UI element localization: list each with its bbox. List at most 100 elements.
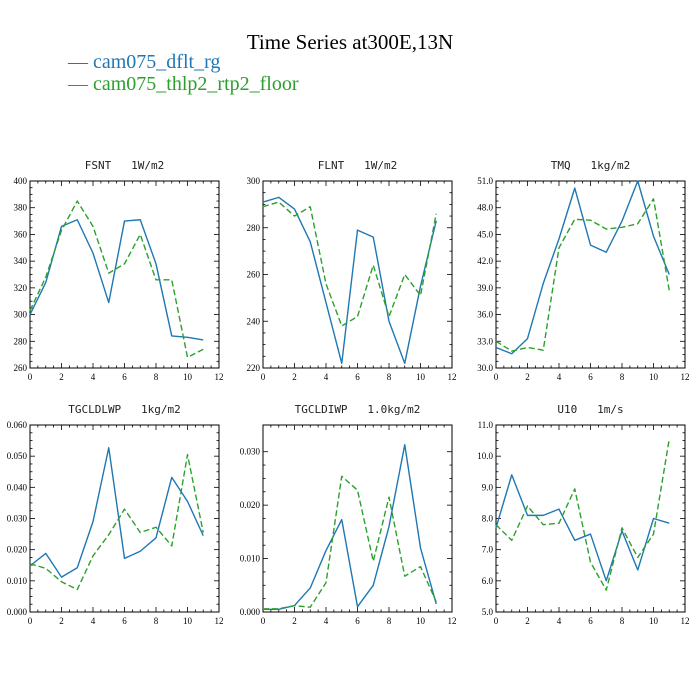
chart-panel-3: TGCLDLWP 1kg/m2 0 2 4 6 8 10 12 0.000 0.010 0.020 0… [7, 403, 224, 626]
chart-panel-2: TMQ 1kg/m2 0 2 4 6 8 10 12 30.0 33.0 36.0 39.0 42.0 4… [477, 159, 689, 382]
series-line-1 [495, 198, 670, 352]
x-tick-label: 6 [355, 372, 360, 382]
y-tick-label: 360 [14, 229, 28, 239]
x-tick-label: 12 [448, 372, 457, 382]
x-tick-label: 2 [59, 372, 64, 382]
y-tick-label: 400 [14, 176, 28, 186]
series-line-0 [263, 444, 437, 611]
series-line-0 [29, 219, 204, 341]
y-tick-label: 48.0 [477, 203, 493, 213]
plot-frame [495, 180, 686, 369]
y-tick-label: 300 [14, 310, 28, 320]
x-tick-label: 6 [355, 616, 360, 626]
y-tick-label: 0.020 [7, 545, 28, 555]
x-tick-label: 8 [154, 372, 159, 382]
chart-panel-0: FSNT 1W/m2 0 2 4 6 8 10 12 260 280 300 320 340 360 380… [14, 159, 224, 382]
x-tick-label: 4 [557, 616, 562, 626]
x-tick-label: 10 [649, 616, 659, 626]
y-tick-label: 0.000 [7, 607, 28, 617]
panel-title: FSNT 1W/m2 [85, 159, 164, 172]
y-tick-label: 280 [14, 336, 28, 346]
panel-title: TMQ 1kg/m2 [551, 159, 630, 172]
y-tick-label: 260 [14, 363, 28, 373]
y-tick-label: 300 [247, 176, 261, 186]
x-tick-label: 2 [292, 616, 297, 626]
y-tick-label: 0.020 [240, 500, 261, 510]
series-line-1 [495, 438, 670, 591]
x-tick-label: 4 [91, 616, 96, 626]
x-tick-label: 10 [416, 372, 426, 382]
plot-frame [262, 424, 453, 613]
x-tick-label: 2 [59, 616, 64, 626]
x-tick-label: 4 [324, 372, 329, 382]
x-tick-label: 12 [681, 372, 690, 382]
y-tick-label: 240 [247, 316, 261, 326]
x-tick-label: 6 [588, 372, 593, 382]
y-tick-label: 11.0 [478, 420, 494, 430]
x-tick-label: 8 [620, 616, 625, 626]
x-tick-label: 0 [261, 616, 266, 626]
plot-frame [29, 180, 220, 369]
y-tick-label: 0.060 [7, 420, 28, 430]
y-tick-label: 51.0 [477, 176, 493, 186]
x-tick-label: 6 [122, 616, 127, 626]
panel-title: FLNT 1W/m2 [318, 159, 397, 172]
x-tick-label: 4 [557, 372, 562, 382]
y-tick-label: 39.0 [477, 283, 493, 293]
y-tick-label: 9.0 [482, 482, 494, 492]
y-tick-label: 6.0 [482, 576, 494, 586]
y-tick-label: 0.030 [7, 514, 28, 524]
y-tick-label: 0.010 [240, 554, 261, 564]
x-tick-label: 12 [215, 372, 224, 382]
legend-entry-dflt-rg: — cam075_dflt_rg [68, 51, 221, 73]
chart-panel-4: TGCLDIWP 1.0kg/m2 0 2 4 6 8 10 12 0.000 0.010 0.02… [240, 403, 457, 626]
chart-panel-1: FLNT 1W/m2 0 2 4 6 8 10 12 220 240 260 280 300 [247, 159, 457, 382]
x-tick-label: 10 [183, 616, 193, 626]
x-tick-label: 6 [588, 616, 593, 626]
y-tick-label: 36.0 [477, 310, 493, 320]
legend-entry-thlp2-rtp2-floor: — cam075_thlp2_rtp2_floor [68, 73, 299, 95]
x-tick-label: 2 [292, 372, 297, 382]
x-tick-label: 8 [387, 616, 392, 626]
series-line-0 [495, 474, 670, 582]
y-tick-label: 0.000 [240, 607, 261, 617]
y-tick-label: 0.040 [7, 482, 28, 492]
x-tick-label: 0 [28, 372, 33, 382]
panel-title: TGCLDLWP 1kg/m2 [68, 403, 181, 416]
panel-title: TGCLDIWP 1.0kg/m2 [295, 403, 421, 416]
y-tick-label: 0.010 [7, 576, 28, 586]
series-line-1 [262, 201, 437, 327]
x-tick-label: 6 [122, 372, 127, 382]
x-tick-label: 0 [494, 372, 499, 382]
x-tick-label: 2 [525, 372, 530, 382]
y-tick-label: 0.050 [7, 451, 28, 461]
y-tick-label: 10.0 [477, 451, 493, 461]
x-tick-label: 10 [416, 616, 426, 626]
y-tick-label: 30.0 [477, 363, 493, 373]
y-tick-label: 42.0 [477, 256, 493, 266]
x-tick-label: 8 [620, 372, 625, 382]
series-line-1 [29, 200, 204, 359]
y-tick-label: 280 [247, 223, 261, 233]
x-tick-label: 10 [183, 372, 193, 382]
series-line-0 [29, 447, 204, 578]
x-tick-label: 0 [494, 616, 499, 626]
panel-title: U10 1m/s [557, 403, 623, 416]
x-tick-label: 8 [387, 372, 392, 382]
plot-frame [29, 424, 220, 613]
x-tick-label: 12 [681, 616, 690, 626]
y-tick-label: 33.0 [477, 336, 493, 346]
series-line-0 [262, 196, 437, 365]
y-tick-label: 340 [14, 256, 28, 266]
figure-title: Time Series at300E,13N [246, 30, 454, 54]
series-line-1 [263, 475, 437, 610]
y-tick-label: 320 [14, 283, 28, 293]
x-tick-label: 8 [154, 616, 159, 626]
chart-panel-5: U10 1m/s 0 2 4 6 8 10 12 5.0 6.0 7.0 8.0 9.0 10.0 11.0 [477, 403, 689, 626]
y-tick-label: 0.030 [240, 447, 261, 457]
x-tick-label: 4 [324, 616, 329, 626]
y-tick-label: 220 [247, 363, 261, 373]
y-tick-label: 380 [14, 203, 28, 213]
x-tick-label: 0 [261, 372, 266, 382]
